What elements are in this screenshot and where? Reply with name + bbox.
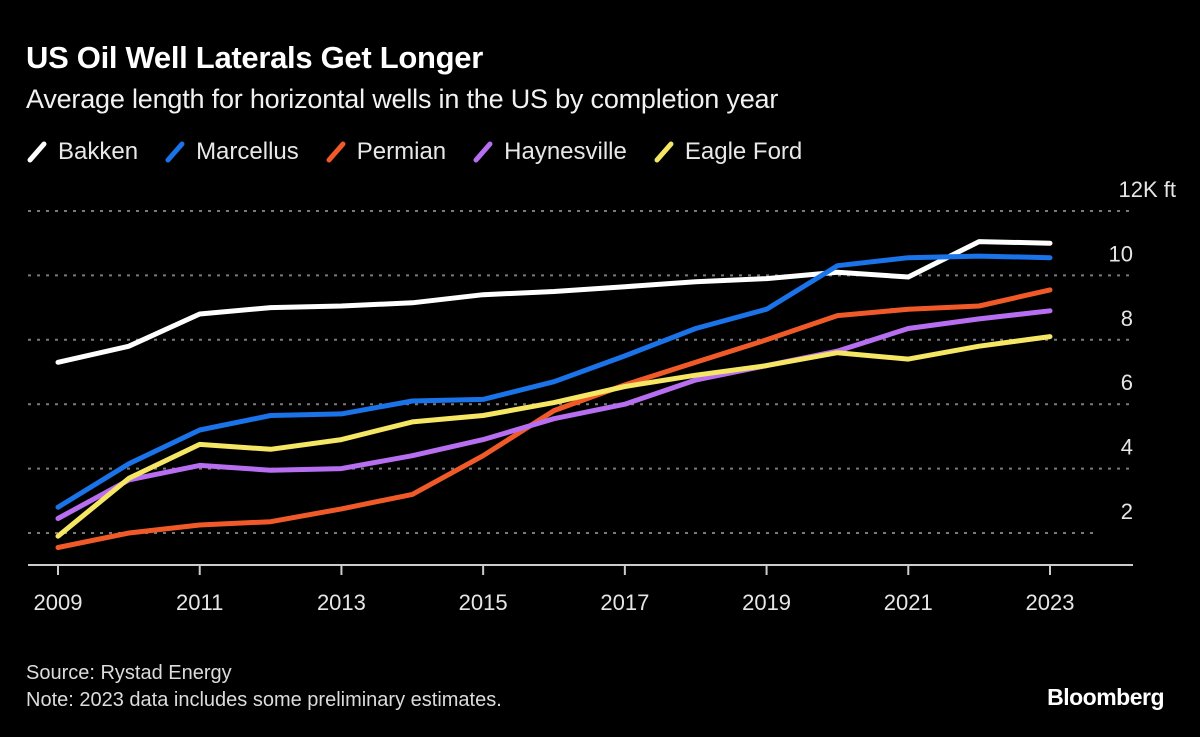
legend-swatch-permian xyxy=(326,141,346,163)
gridlines xyxy=(28,210,1133,534)
legend-item-eagle-ford: Eagle Ford xyxy=(653,138,802,166)
y-tick-label-6: 6 xyxy=(1121,370,1133,395)
legend-item-bakken: Bakken xyxy=(26,138,138,166)
y-tick-label-12: 12K ft xyxy=(1119,177,1176,202)
x-tick-label-2013: 2013 xyxy=(317,590,366,615)
legend-label-haynesville: Haynesville xyxy=(504,138,627,165)
y-tick-label-4: 4 xyxy=(1121,435,1133,460)
x-tick-label-2009: 2009 xyxy=(34,590,83,615)
footer: Source: Rystad Energy Note: 2023 data in… xyxy=(26,660,502,714)
source-note: Source: Rystad Energy xyxy=(26,662,232,684)
x-tick-label-2021: 2021 xyxy=(884,590,933,615)
series-line-bakken xyxy=(55,239,1053,365)
series-lines xyxy=(55,239,1053,550)
legend-swatch-marcellus xyxy=(165,141,185,163)
legend-swatch-bakken xyxy=(27,141,47,163)
legend-label-marcellus: Marcellus xyxy=(196,138,299,165)
x-tick-label-2017: 2017 xyxy=(600,590,649,615)
series-line-marcellus xyxy=(55,253,1053,510)
x-tick-label-2023: 2023 xyxy=(1026,590,1075,615)
legend-label-permian: Permian xyxy=(356,138,447,165)
y-axis-labels: 2 4 6 8 10 12K ft xyxy=(1109,177,1176,524)
chart-title: US Oil Well Laterals Get Longer xyxy=(26,40,483,75)
x-axis: 2009 2011 2013 2015 2017 2019 2021 2023 xyxy=(28,564,1133,615)
series-line-permian xyxy=(55,287,1053,550)
legend-item-haynesville: Haynesville xyxy=(472,138,627,166)
legend-label-eagle-ford: Eagle Ford xyxy=(684,138,803,165)
legend-label-bakken: Bakken xyxy=(58,138,139,165)
legend: Bakken Marcellus Permian Haynesville Eag… xyxy=(26,138,802,166)
y-tick-label-8: 8 xyxy=(1121,306,1133,331)
legend-item-permian: Permian xyxy=(325,138,446,166)
legend-swatch-eagle-ford xyxy=(654,141,674,163)
x-tick-label-2011: 2011 xyxy=(176,590,223,615)
series-line-eagle-ford xyxy=(55,334,1053,539)
data-note: Note: 2023 data includes some preliminar… xyxy=(26,689,502,711)
bloomberg-logo: Bloomberg xyxy=(1047,684,1164,710)
chart-subtitle: Average length for horizontal wells in t… xyxy=(26,84,779,114)
legend-swatch-haynesville xyxy=(473,141,493,163)
legend-item-marcellus: Marcellus xyxy=(164,138,299,166)
x-tick-label-2015: 2015 xyxy=(459,590,508,615)
x-tick-label-2019: 2019 xyxy=(742,590,791,615)
series-line-haynesville xyxy=(55,308,1053,521)
y-tick-label-2: 2 xyxy=(1121,499,1133,524)
y-tick-label-10: 10 xyxy=(1109,241,1133,266)
